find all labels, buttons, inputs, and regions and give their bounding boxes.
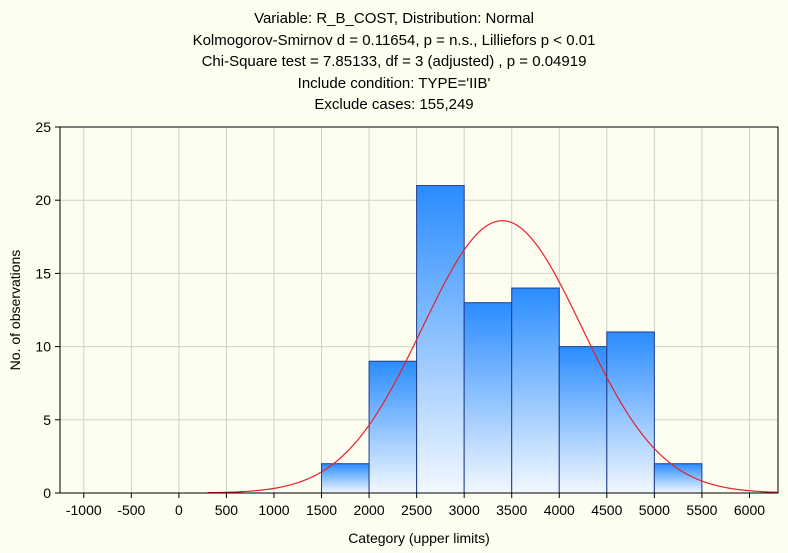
histogram-bars (321, 185, 703, 494)
y-tick-label: 10 (35, 339, 51, 355)
title-line-chi-square: Chi-Square test = 7.85133, df = 3 (adjus… (201, 53, 587, 70)
y-tick-label: 0 (43, 485, 51, 501)
histogram-bar (463, 302, 513, 494)
histogram-bar (368, 360, 418, 494)
title-line-exclude-cases: Exclude cases: 155,249 (314, 96, 474, 113)
x-tick-label: -1000 (66, 502, 102, 518)
plot-frame (59, 126, 779, 494)
histogram-bar (606, 331, 655, 494)
x-tick-label: 6000 (734, 502, 765, 518)
x-tick-label: 1000 (258, 502, 289, 518)
title-line-ks-test: Kolmogorov-Smirnov d = 0.11654, p = n.s.… (192, 31, 596, 49)
x-tick-label: -500 (117, 502, 145, 518)
x-tick-label: 3500 (496, 502, 527, 518)
y-tick-label: 25 (35, 119, 51, 135)
title-line-variable: Variable: R_B_COST, Distribution: Normal (254, 10, 534, 27)
histogram-bar (416, 185, 465, 494)
histogram-bar (511, 287, 560, 494)
y-tick-label: 15 (35, 265, 51, 281)
x-tick-label: 500 (215, 502, 239, 518)
x-tick-label: 0 (175, 502, 183, 518)
x-tick-label: 5500 (686, 502, 717, 518)
y-axis-ticks: 0 5 10 15 20 25 (35, 119, 60, 501)
title-line-include-condition: Include condition: TYPE='IIB' (297, 74, 491, 92)
x-tick-label: 1500 (306, 502, 337, 518)
y-tick-label: 20 (35, 192, 51, 208)
x-axis-label: Category (upper limits) (348, 530, 490, 546)
y-axis-label: No. of observations (7, 250, 23, 371)
x-tick-label: 4500 (591, 502, 622, 518)
x-tick-label: 2000 (353, 502, 384, 518)
histogram-bar (321, 463, 370, 494)
y-tick-label: 5 (43, 412, 51, 428)
x-tick-label: 5000 (639, 502, 670, 518)
histogram-bar (558, 346, 608, 494)
normal-curve (207, 220, 779, 494)
normal-fit-line (207, 220, 779, 494)
x-tick-label: 2500 (401, 502, 432, 518)
chart-title: Variable: R_B_COST, Distribution: Normal… (0, 8, 788, 116)
x-tick-label: 3000 (449, 502, 480, 518)
x-tick-label: 4000 (544, 502, 575, 518)
x-axis-ticks: -1000 -500 0 500 1000 1500 2000 2500 3000 3500 400… (66, 493, 765, 518)
